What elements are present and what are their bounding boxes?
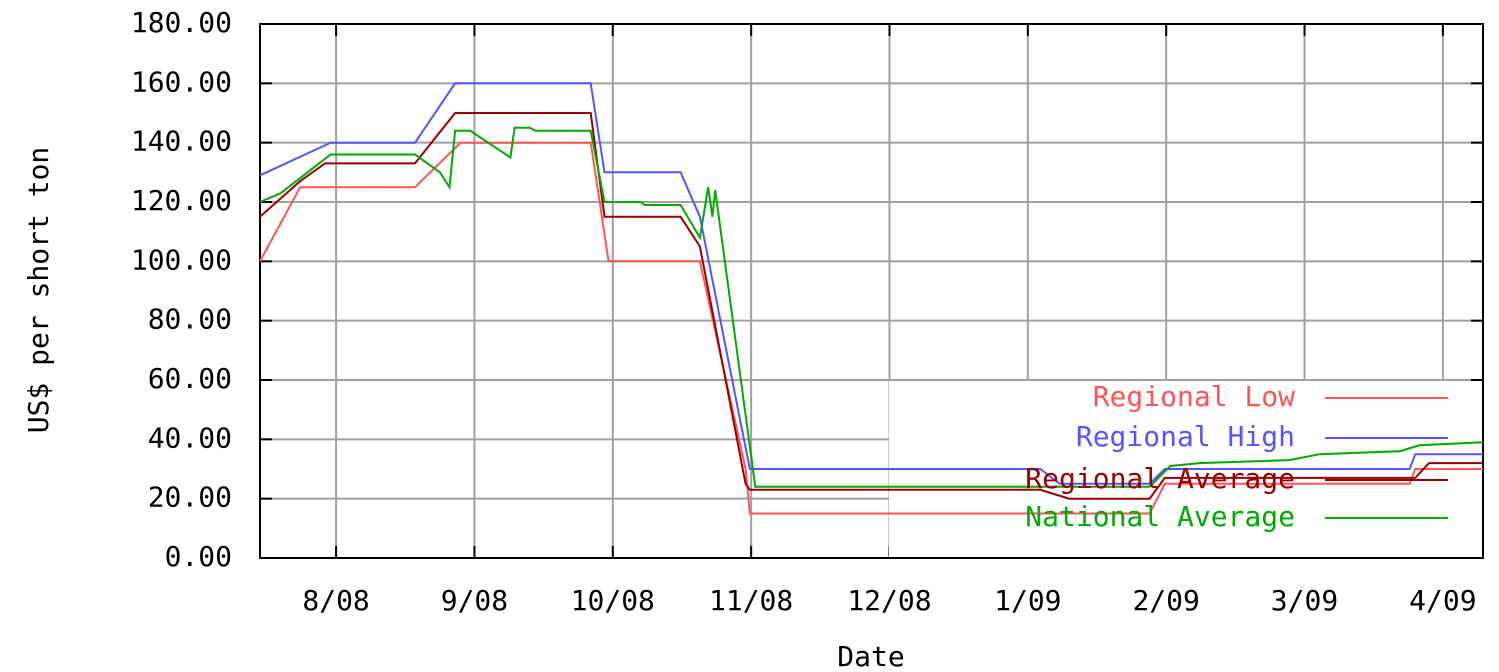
x-tick-label: 12/08 (847, 584, 931, 617)
y-axis-label: US$ per short ton (22, 147, 55, 434)
x-tick-label: 2/09 (1132, 584, 1199, 617)
x-tick-label: 8/08 (302, 584, 369, 617)
series-line (259, 112, 1483, 500)
y-tick-label: 100.00 (131, 243, 232, 276)
legend-label: National Average (1025, 500, 1295, 533)
x-axis-label: Date (837, 640, 904, 672)
series-line (259, 126, 1484, 488)
x-tick-label: 9/08 (441, 584, 508, 617)
x-tick-label: 11/08 (709, 584, 793, 617)
y-tick-label: 40.00 (148, 421, 232, 454)
y-tick-label: 120.00 (131, 184, 232, 217)
y-tick-label: 0.00 (165, 540, 232, 573)
plot-frame (259, 23, 1484, 559)
y-tick-label: 60.00 (148, 362, 232, 395)
y-tick-label: 180.00 (131, 6, 232, 39)
y-tick-label: 160.00 (131, 65, 232, 98)
x-tick-label: 10/08 (571, 584, 655, 617)
legend-label: Regional High (1076, 420, 1295, 453)
legend-label: Regional Average (1025, 462, 1295, 495)
x-tick-label: 4/09 (1409, 584, 1476, 617)
x-tick-label: 3/09 (1271, 584, 1338, 617)
x-tick-label: 1/09 (994, 584, 1061, 617)
series-line (259, 82, 1483, 485)
y-tick-label: 80.00 (148, 303, 232, 336)
y-tick-label: 140.00 (131, 125, 232, 158)
y-tick-label: 20.00 (148, 481, 232, 514)
legend-label: Regional Low (1093, 380, 1295, 413)
